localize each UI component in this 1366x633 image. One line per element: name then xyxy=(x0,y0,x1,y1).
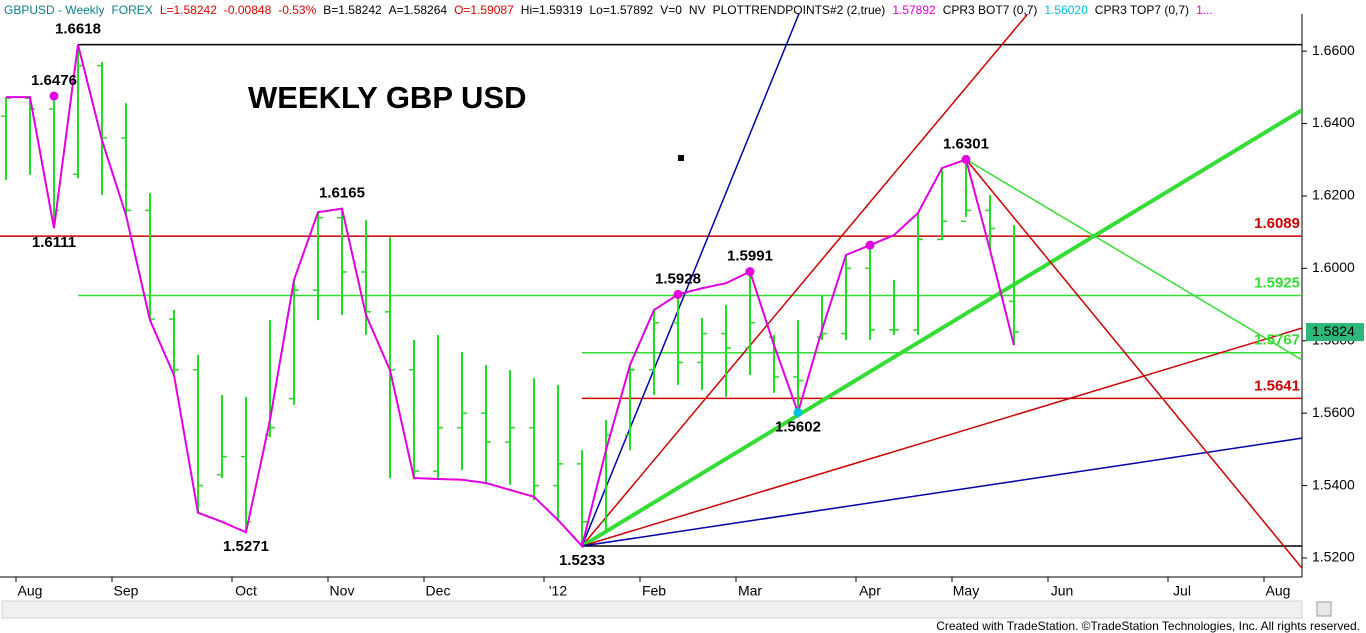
header: GBPUSD - Weekly FOREX L=1.58242 -0.00848 -0.… xyxy=(4,3,1364,19)
y-tick-label: 1.6600 xyxy=(1312,42,1355,58)
x-tick-label: Apr xyxy=(859,583,881,599)
y-tick-label: 1.5600 xyxy=(1312,404,1355,420)
y-tick-label: 1.6000 xyxy=(1312,259,1355,275)
swing-label: 1.5233 xyxy=(559,552,605,569)
pivot-marker xyxy=(961,154,971,164)
y-tick-label: 1.5200 xyxy=(1312,549,1355,565)
swing-label: 1.6111 xyxy=(32,234,76,251)
x-tick-label: Mar xyxy=(738,583,762,599)
pivot-marker xyxy=(793,407,803,417)
pivot-marker xyxy=(673,289,683,299)
header-item: O=1.59087 xyxy=(454,3,514,17)
swing-label: 1.6476 xyxy=(31,72,77,89)
swing-label: 1.6165 xyxy=(319,185,365,202)
swing-label: 1.5991 xyxy=(727,248,773,265)
trendline xyxy=(965,158,1302,361)
swing-label: 1.5928 xyxy=(655,270,701,287)
y-tick-label: 1.6200 xyxy=(1312,187,1355,203)
header-item: CPR3 TOP7 (0,7) xyxy=(1094,3,1190,17)
header-item: Hi=1.59319 xyxy=(520,3,583,17)
header-item: Lo=1.57892 xyxy=(589,3,654,17)
swing-label: 1.5602 xyxy=(775,418,821,435)
trendline xyxy=(581,14,800,547)
x-tick-label: Feb xyxy=(642,583,666,599)
header-item: GBPUSD - Weekly xyxy=(4,3,105,17)
swing-label: 1.5271 xyxy=(223,538,269,555)
x-tick-label: Nov xyxy=(330,583,355,599)
last-price-label: 1.5824 xyxy=(1312,323,1355,339)
x-tick-label: Aug xyxy=(1266,583,1291,599)
header-item: FOREX xyxy=(111,3,153,17)
header-item: L=1.58242 xyxy=(159,3,217,17)
stray-mark xyxy=(678,155,684,161)
trendline xyxy=(581,14,1029,547)
swing-label: 1.6618 xyxy=(55,21,101,38)
x-tick-label: Jun xyxy=(1051,583,1074,599)
header-item: CPR3 BOT7 (0,7) xyxy=(942,3,1038,17)
x-tick-label: May xyxy=(953,583,979,599)
pivot-marker xyxy=(745,267,755,277)
header-item: 1.56020 xyxy=(1044,3,1088,17)
chart-title: WEEKLY GBP USD xyxy=(248,80,527,115)
level-label: 1.5641 xyxy=(1254,377,1300,394)
x-tick-label: Sep xyxy=(114,583,139,599)
x-tick-label: Oct xyxy=(235,583,257,599)
scroll-button[interactable] xyxy=(1316,601,1332,617)
plot-area xyxy=(0,14,1302,569)
level-label: 1.5767 xyxy=(1254,332,1300,349)
x-tick-label: Dec xyxy=(426,583,451,599)
level-label: 1.5925 xyxy=(1254,274,1300,291)
header-item: PLOTTRENDPOINTS#2 (2,true) xyxy=(712,3,886,17)
trend-points-line xyxy=(6,44,1015,549)
trendline xyxy=(965,158,1302,569)
header-item: B=1.58242 xyxy=(323,3,382,17)
y-tick-label: 1.6400 xyxy=(1312,114,1355,130)
header-item: 1... xyxy=(1196,3,1213,17)
trendline xyxy=(581,437,1302,547)
header-item: A=1.58264 xyxy=(388,3,448,17)
pivot-marker xyxy=(865,240,875,250)
level-label: 1.6089 xyxy=(1254,215,1300,232)
header-item: NV xyxy=(688,3,706,17)
scrollbar[interactable] xyxy=(1,600,1303,619)
header-item: 1.57892 xyxy=(892,3,936,17)
swing-label: 1.6301 xyxy=(943,135,989,152)
y-tick-label: 1.5400 xyxy=(1312,476,1355,492)
header-item: -0.00848 xyxy=(223,3,272,17)
x-tick-label: Jul xyxy=(1173,583,1191,599)
header-item: V=0 xyxy=(660,3,682,17)
trendline xyxy=(581,327,1302,547)
footer: Created with TradeStation. ©TradeStation… xyxy=(936,619,1360,633)
x-tick-label: '12 xyxy=(549,583,567,599)
x-tick-label: Aug xyxy=(18,583,43,599)
pivot-marker xyxy=(49,91,59,101)
last-price-box xyxy=(1306,323,1364,342)
trendline xyxy=(580,108,1302,548)
header-item: -0.53% xyxy=(278,3,317,17)
